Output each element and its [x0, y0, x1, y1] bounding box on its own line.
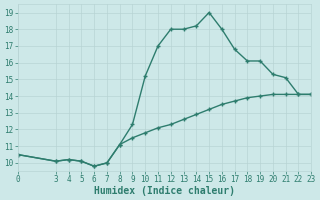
- X-axis label: Humidex (Indice chaleur): Humidex (Indice chaleur): [94, 186, 235, 196]
